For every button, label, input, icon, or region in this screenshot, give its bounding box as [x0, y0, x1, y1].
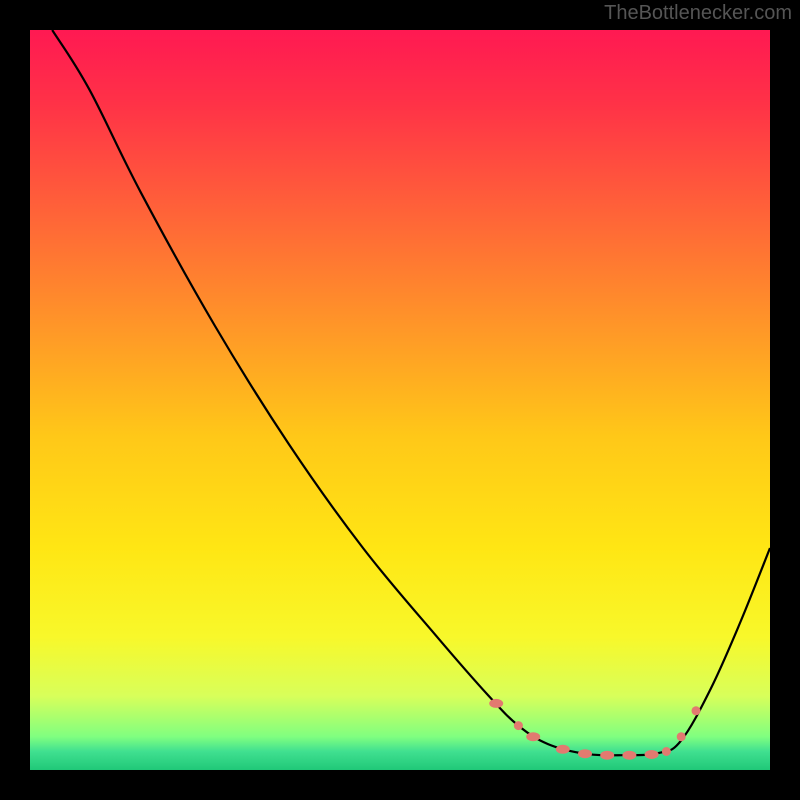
marker-point: [578, 749, 592, 758]
chart-svg: [30, 30, 770, 770]
marker-point: [662, 747, 671, 756]
marker-point: [692, 706, 701, 715]
watermark-text: TheBottlenecker.com: [604, 2, 792, 25]
marker-point: [600, 751, 614, 760]
marker-point: [556, 745, 570, 754]
marker-point: [489, 699, 503, 708]
marker-point: [514, 721, 523, 730]
chart-background: [30, 30, 770, 770]
marker-point: [526, 732, 540, 741]
chart-container: [30, 30, 770, 770]
marker-point: [677, 732, 686, 741]
marker-point: [645, 750, 659, 759]
marker-point: [622, 751, 636, 760]
